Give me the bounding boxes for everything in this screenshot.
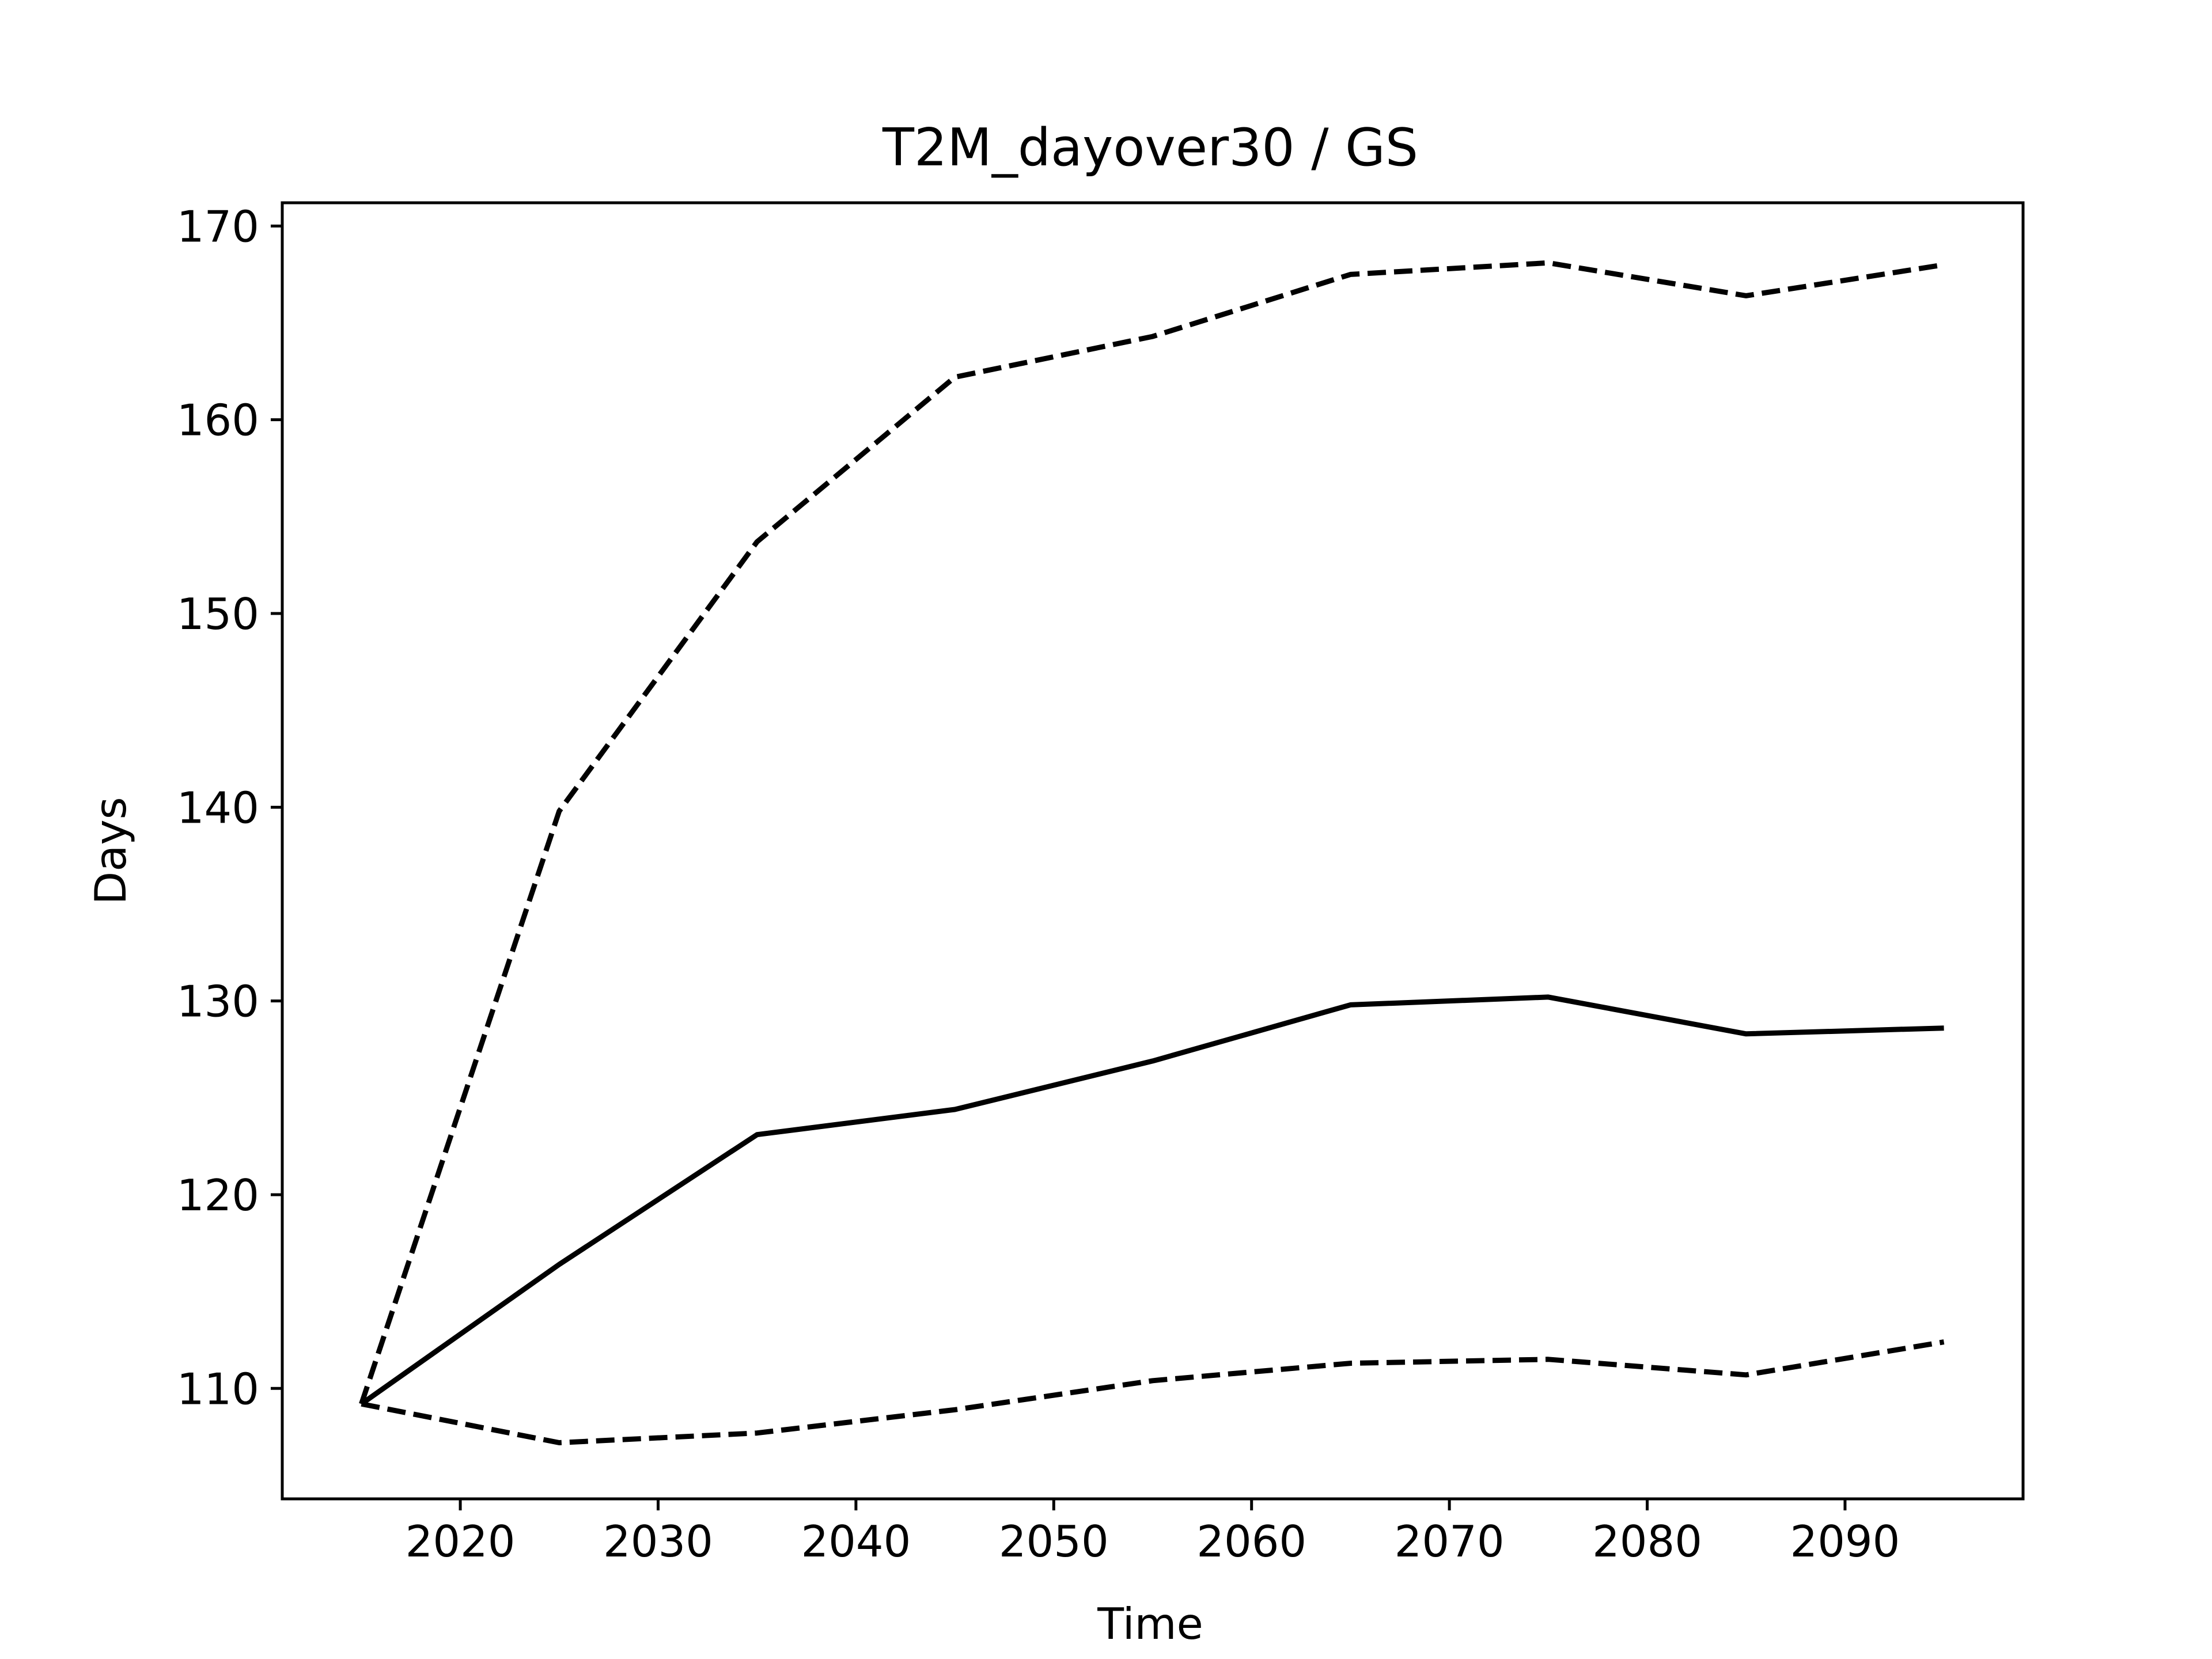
x-tick-label: 2040 xyxy=(801,1516,911,1567)
x-axis: 2020 2030 2040 2050 2060 2070 2080 2090 xyxy=(406,1499,1900,1567)
x-tick-label: 2060 xyxy=(1196,1516,1306,1567)
plot-area xyxy=(359,260,1945,1445)
x-tick-label: 2070 xyxy=(1395,1516,1505,1567)
solid-series-line-0 xyxy=(359,994,1944,1406)
axes-frame xyxy=(281,201,2025,1501)
y-tick-label: 140 xyxy=(177,782,259,833)
x-tick-label: 2030 xyxy=(603,1516,713,1567)
x-tick-label: 2090 xyxy=(1790,1516,1900,1567)
y-tick-label: 160 xyxy=(177,395,259,446)
y-axis-label: Days xyxy=(85,797,136,904)
x-tick-label: 2050 xyxy=(999,1516,1109,1567)
dashed-series-line-2 xyxy=(361,1339,1945,1445)
y-tick-label: 150 xyxy=(177,589,259,639)
y-tick-label: 130 xyxy=(177,976,259,1027)
y-tick-label: 110 xyxy=(177,1363,259,1414)
y-axis: 110 120 130 140 150 160 170 xyxy=(177,201,282,1414)
x-tick-label: 2020 xyxy=(406,1516,516,1567)
y-tick-label: 120 xyxy=(177,1170,259,1221)
chart-title: T2M_dayover30 / GS xyxy=(882,118,1418,178)
y-tick-label: 170 xyxy=(177,201,259,252)
x-axis-label: Time xyxy=(1097,1599,1203,1649)
dashed-series-line-1 xyxy=(359,260,1945,1405)
x-tick-label: 2080 xyxy=(1592,1516,1702,1567)
